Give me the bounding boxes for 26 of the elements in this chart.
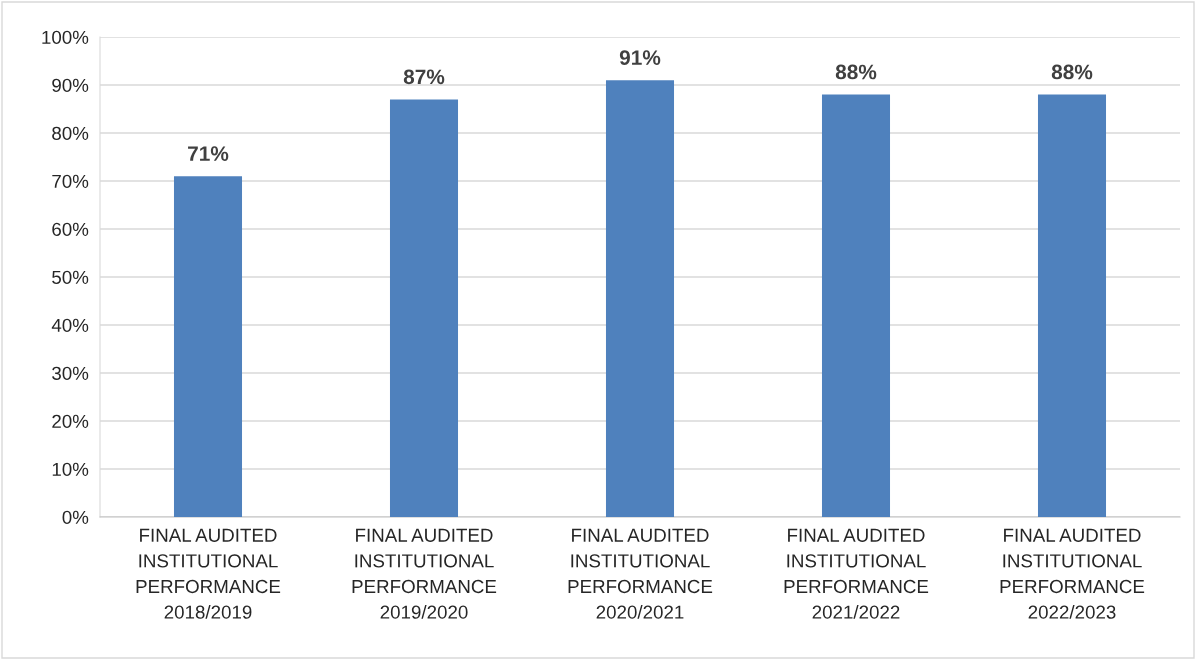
bar [821,94,891,517]
data-label: 88% [835,64,877,80]
data-label: 71% [188,146,229,161]
bar [605,80,675,517]
y-tick-label: 20% [52,414,89,428]
y-tick-label: 70% [52,174,89,188]
y-tick-label: 80% [52,126,89,140]
data-label: 87% [403,69,445,85]
y-tick-label: 60% [52,222,89,236]
data-label: 88% [1051,64,1093,80]
bar [389,99,459,517]
bar [1037,94,1107,517]
y-tick-label: 50% [52,270,89,284]
x-tick-label: FINAL AUDITED INSTITUTIONAL PERFORMANCE 2020/2021 [568,528,713,619]
y-tick-label: 10% [52,462,89,476]
x-tick-label: FINAL AUDITED INSTITUTIONAL PERFORMANCE 2018/2019 [136,528,281,619]
data-label: 91% [619,50,661,65]
y-tick-label: 0% [62,510,89,524]
y-tick-label: 30% [52,366,89,380]
x-tick-label: FINAL AUDITED INSTITUTIONAL PERFORMANCE 2019/2020 [352,528,497,619]
bar [173,176,243,517]
y-tick-label: 100% [42,30,89,44]
x-tick-label: FINAL AUDITED INSTITUTIONAL PERFORMANCE 2022/2023 [1000,528,1145,619]
y-tick-label: 90% [52,78,89,92]
x-tick-label: FINAL AUDITED INSTITUTIONAL PERFORMANCE 2021/2022 [784,528,929,619]
y-tick-label: 40% [51,318,89,332]
